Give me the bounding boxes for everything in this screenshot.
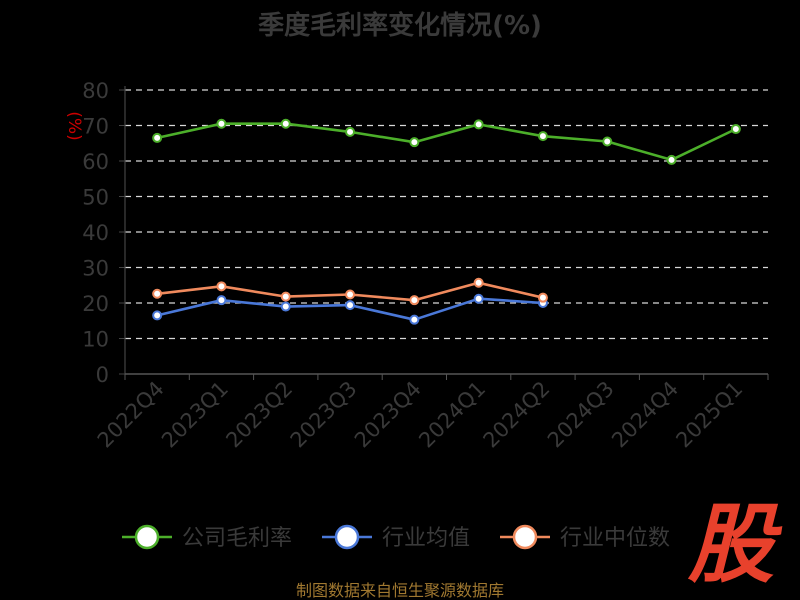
source-note: 制图数据来自恒生聚源数据库 (296, 581, 504, 600)
data-point[interactable] (152, 288, 163, 299)
data-point[interactable] (152, 310, 163, 321)
y-tick-labels: 0 10 20 30 40 50 60 70 80 (82, 79, 109, 387)
data-point[interactable] (345, 289, 356, 300)
x-tick-label: 2024Q2 (479, 377, 555, 453)
data-point[interactable] (409, 314, 420, 325)
x-tick-label: 2024Q4 (607, 377, 683, 453)
data-point[interactable] (280, 118, 291, 129)
x-tick-label: 2025Q1 (671, 377, 747, 453)
legend-label[interactable]: 公司毛利率 (182, 526, 292, 551)
legend-marker (512, 524, 538, 550)
legend-label[interactable]: 行业均值 (382, 526, 470, 551)
data-point[interactable] (602, 136, 613, 147)
data-point[interactable] (730, 124, 741, 135)
legend: 公司毛利率 行业均值 行业中位数 (122, 524, 670, 551)
data-point[interactable] (537, 131, 548, 142)
data-point[interactable] (473, 293, 484, 304)
data-point[interactable] (666, 154, 677, 165)
y-tick-label: 20 (82, 292, 109, 316)
y-tick-label: 70 (82, 115, 109, 139)
data-point[interactable] (409, 295, 420, 306)
data-point[interactable] (473, 277, 484, 288)
x-tick-label: 2024Q3 (543, 377, 619, 453)
data-point[interactable] (537, 292, 548, 303)
y-tick-label: 10 (82, 328, 109, 352)
x-tick-labels: 2022Q42023Q12023Q22023Q32023Q42024Q12024… (93, 377, 748, 453)
x-tick-label: 2024Q1 (414, 377, 490, 453)
legend-marker (334, 524, 360, 550)
data-point[interactable] (216, 281, 227, 292)
y-tick-label: 0 (96, 363, 109, 387)
y-tick-label: 80 (82, 79, 109, 103)
legend-marker (134, 524, 160, 550)
x-tick-label: 2023Q3 (286, 377, 362, 453)
data-point[interactable] (280, 301, 291, 312)
data-point[interactable] (345, 300, 356, 311)
watermark-logo: 股 (688, 495, 774, 595)
chart-title: 季度毛利率变化情况(%) (258, 10, 542, 41)
y-tick-label: 60 (82, 150, 109, 174)
x-tick-label: 2023Q1 (157, 377, 233, 453)
data-point[interactable] (216, 118, 227, 129)
grid-lines (125, 89, 768, 340)
legend-label[interactable]: 行业中位数 (560, 526, 670, 551)
y-tick-label: 40 (82, 221, 109, 245)
y-tick-label: 50 (82, 186, 109, 210)
x-tick-label: 2022Q4 (93, 377, 169, 453)
x-tick-label: 2023Q2 (221, 377, 297, 453)
x-tick-label: 2023Q4 (350, 377, 426, 453)
data-point[interactable] (152, 132, 163, 143)
series-lines (152, 118, 741, 325)
data-point[interactable] (280, 291, 291, 302)
y-axis-unit: (%) (64, 111, 84, 140)
data-point[interactable] (345, 126, 356, 137)
data-point[interactable] (473, 119, 484, 130)
data-point[interactable] (409, 137, 420, 148)
axes (119, 86, 769, 380)
data-point[interactable] (216, 295, 227, 306)
series-line-0 (156, 122, 737, 162)
y-tick-label: 30 (82, 257, 109, 281)
